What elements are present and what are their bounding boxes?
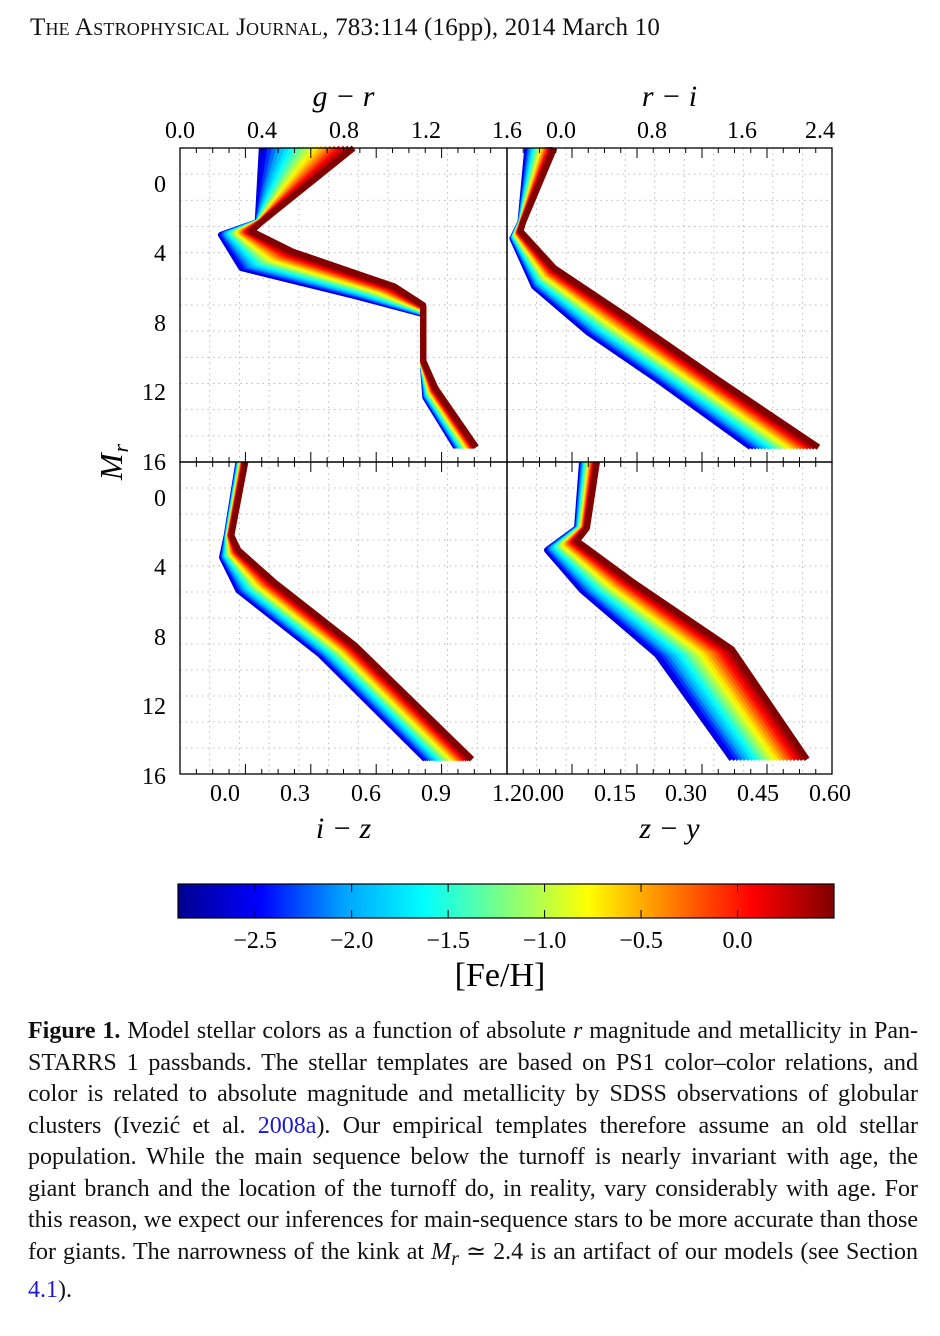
- y-tick-label: 4: [154, 241, 166, 267]
- x-tick-label: 0.8: [329, 118, 359, 144]
- x-tick-label: 0.0: [165, 118, 195, 144]
- x-tick-label: 0.0: [546, 118, 576, 144]
- colorbar-tick-label: −1.0: [523, 928, 567, 954]
- colorbar-bar: [177, 883, 835, 919]
- caption-text-1: Model stellar colors as a function of ab…: [120, 1018, 573, 1044]
- x-tick-label: 0.9: [421, 781, 451, 807]
- journal-name: The Astrophysical Journal: [30, 14, 323, 41]
- panels: 0.0 0.4 0.8 1.2 1.6 g − r 0 4 8 12 16 0.0 0.8 1.6 2.4 r…: [142, 80, 851, 845]
- colorbar-tick-label: −0.5: [619, 928, 663, 954]
- caption-mr-sub: r: [451, 1247, 459, 1270]
- metallicity-track: [217, 147, 459, 449]
- panel-top-right: 0.0 0.8 1.6 2.4 r − i: [506, 80, 835, 463]
- x-tick-label: 0.8: [637, 118, 667, 144]
- x-tick-label: 1.6: [492, 118, 522, 144]
- x-tick-label: 1.6: [727, 118, 757, 144]
- x-axis-title: i − z: [316, 812, 372, 845]
- y-tick-label: 8: [154, 311, 166, 337]
- colorbar-tick-label: −2.0: [330, 928, 374, 954]
- metallicity-track: [248, 145, 479, 449]
- citation: , 783:114 (16pp), 2014 March 10: [322, 14, 661, 41]
- x-tick-label: 1.2: [411, 118, 441, 144]
- x-tick-label: 0.4: [247, 118, 277, 144]
- caption-text-5: ).: [58, 1276, 72, 1303]
- y-tick-label: 0: [154, 172, 166, 198]
- caption-lead: Figure 1.: [28, 1018, 121, 1044]
- metallicity-track: [574, 461, 810, 761]
- figure-caption: Figure 1. Model stellar colors as a func…: [28, 1016, 918, 1306]
- y-tick-label: 8: [154, 625, 166, 651]
- y-tick-label: 16: [142, 764, 166, 790]
- x-tick-label: 0.0: [210, 781, 240, 807]
- x-axis-title: z − y: [638, 812, 700, 845]
- x-axis-title: r − i: [642, 80, 697, 113]
- y-tick-label: 12: [142, 380, 166, 406]
- x-tick-label: 2.4: [805, 118, 835, 144]
- y-tick-label: 0: [154, 486, 166, 512]
- caption-mr: M: [431, 1238, 452, 1265]
- x-axis-title: g − r: [313, 80, 375, 113]
- x-tick-label: 0.60: [809, 781, 851, 807]
- colorbar-tick-label: −1.5: [426, 928, 470, 954]
- axes-frame: [179, 147, 508, 463]
- citation-link[interactable]: 2008a: [257, 1112, 317, 1139]
- colorbar: −2.5 −2.0 −1.5 −1.0 −0.5 0.0 [Fe/H]: [177, 883, 835, 994]
- caption-r-italic: r: [572, 1018, 583, 1044]
- y-tick-label: 4: [154, 555, 166, 581]
- y-tick-label: 16: [142, 450, 166, 476]
- x-tick-label: 1.2: [492, 781, 522, 807]
- caption-text-2: magnitude and metallicity in Pan-STARRS …: [28, 1018, 918, 1139]
- x-tick-label: 0.6: [351, 781, 381, 807]
- x-tick-label: 0.00: [522, 781, 564, 807]
- colorbar-tick-label: −2.5: [233, 928, 277, 954]
- y-axis-label: Mr: [93, 443, 133, 481]
- metallicity-track: [228, 461, 475, 762]
- x-tick-label: 0.30: [665, 781, 707, 807]
- x-tick-label: 0.45: [737, 781, 779, 807]
- y-tick-label: 12: [142, 694, 166, 720]
- x-tick-label: 0.3: [280, 781, 310, 807]
- caption-text-3: ). Our empirical templates therefore ass…: [28, 1112, 918, 1265]
- colorbar-label: [Fe/H]: [455, 957, 546, 994]
- running-head: The Astrophysical Journal, 783:114 (16pp…: [30, 14, 660, 42]
- colorbar-tick-label: 0.0: [723, 928, 753, 954]
- caption-text-4: ≃ 2.4 is an artifact of our models (see …: [458, 1238, 919, 1265]
- figure-1: 0.0 0.4 0.8 1.2 1.6 g − r 0 4 8 12 16 0.0 0.8 1.6 2.4 r…: [93, 80, 851, 994]
- section-link[interactable]: 4.1: [28, 1276, 58, 1303]
- panel-bottom-left: 0.0 0.3 0.6 0.9 1.2 i − z 0 4 8 12 16: [142, 461, 522, 845]
- panel-top-left: 0.0 0.4 0.8 1.2 1.6 g − r 0 4 8 12 16: [142, 80, 522, 476]
- panel-bottom-right: 0.00 0.15 0.30 0.45 0.60 z − y: [506, 461, 851, 845]
- metallicity-track: [517, 146, 821, 450]
- x-tick-label: 0.15: [594, 781, 636, 807]
